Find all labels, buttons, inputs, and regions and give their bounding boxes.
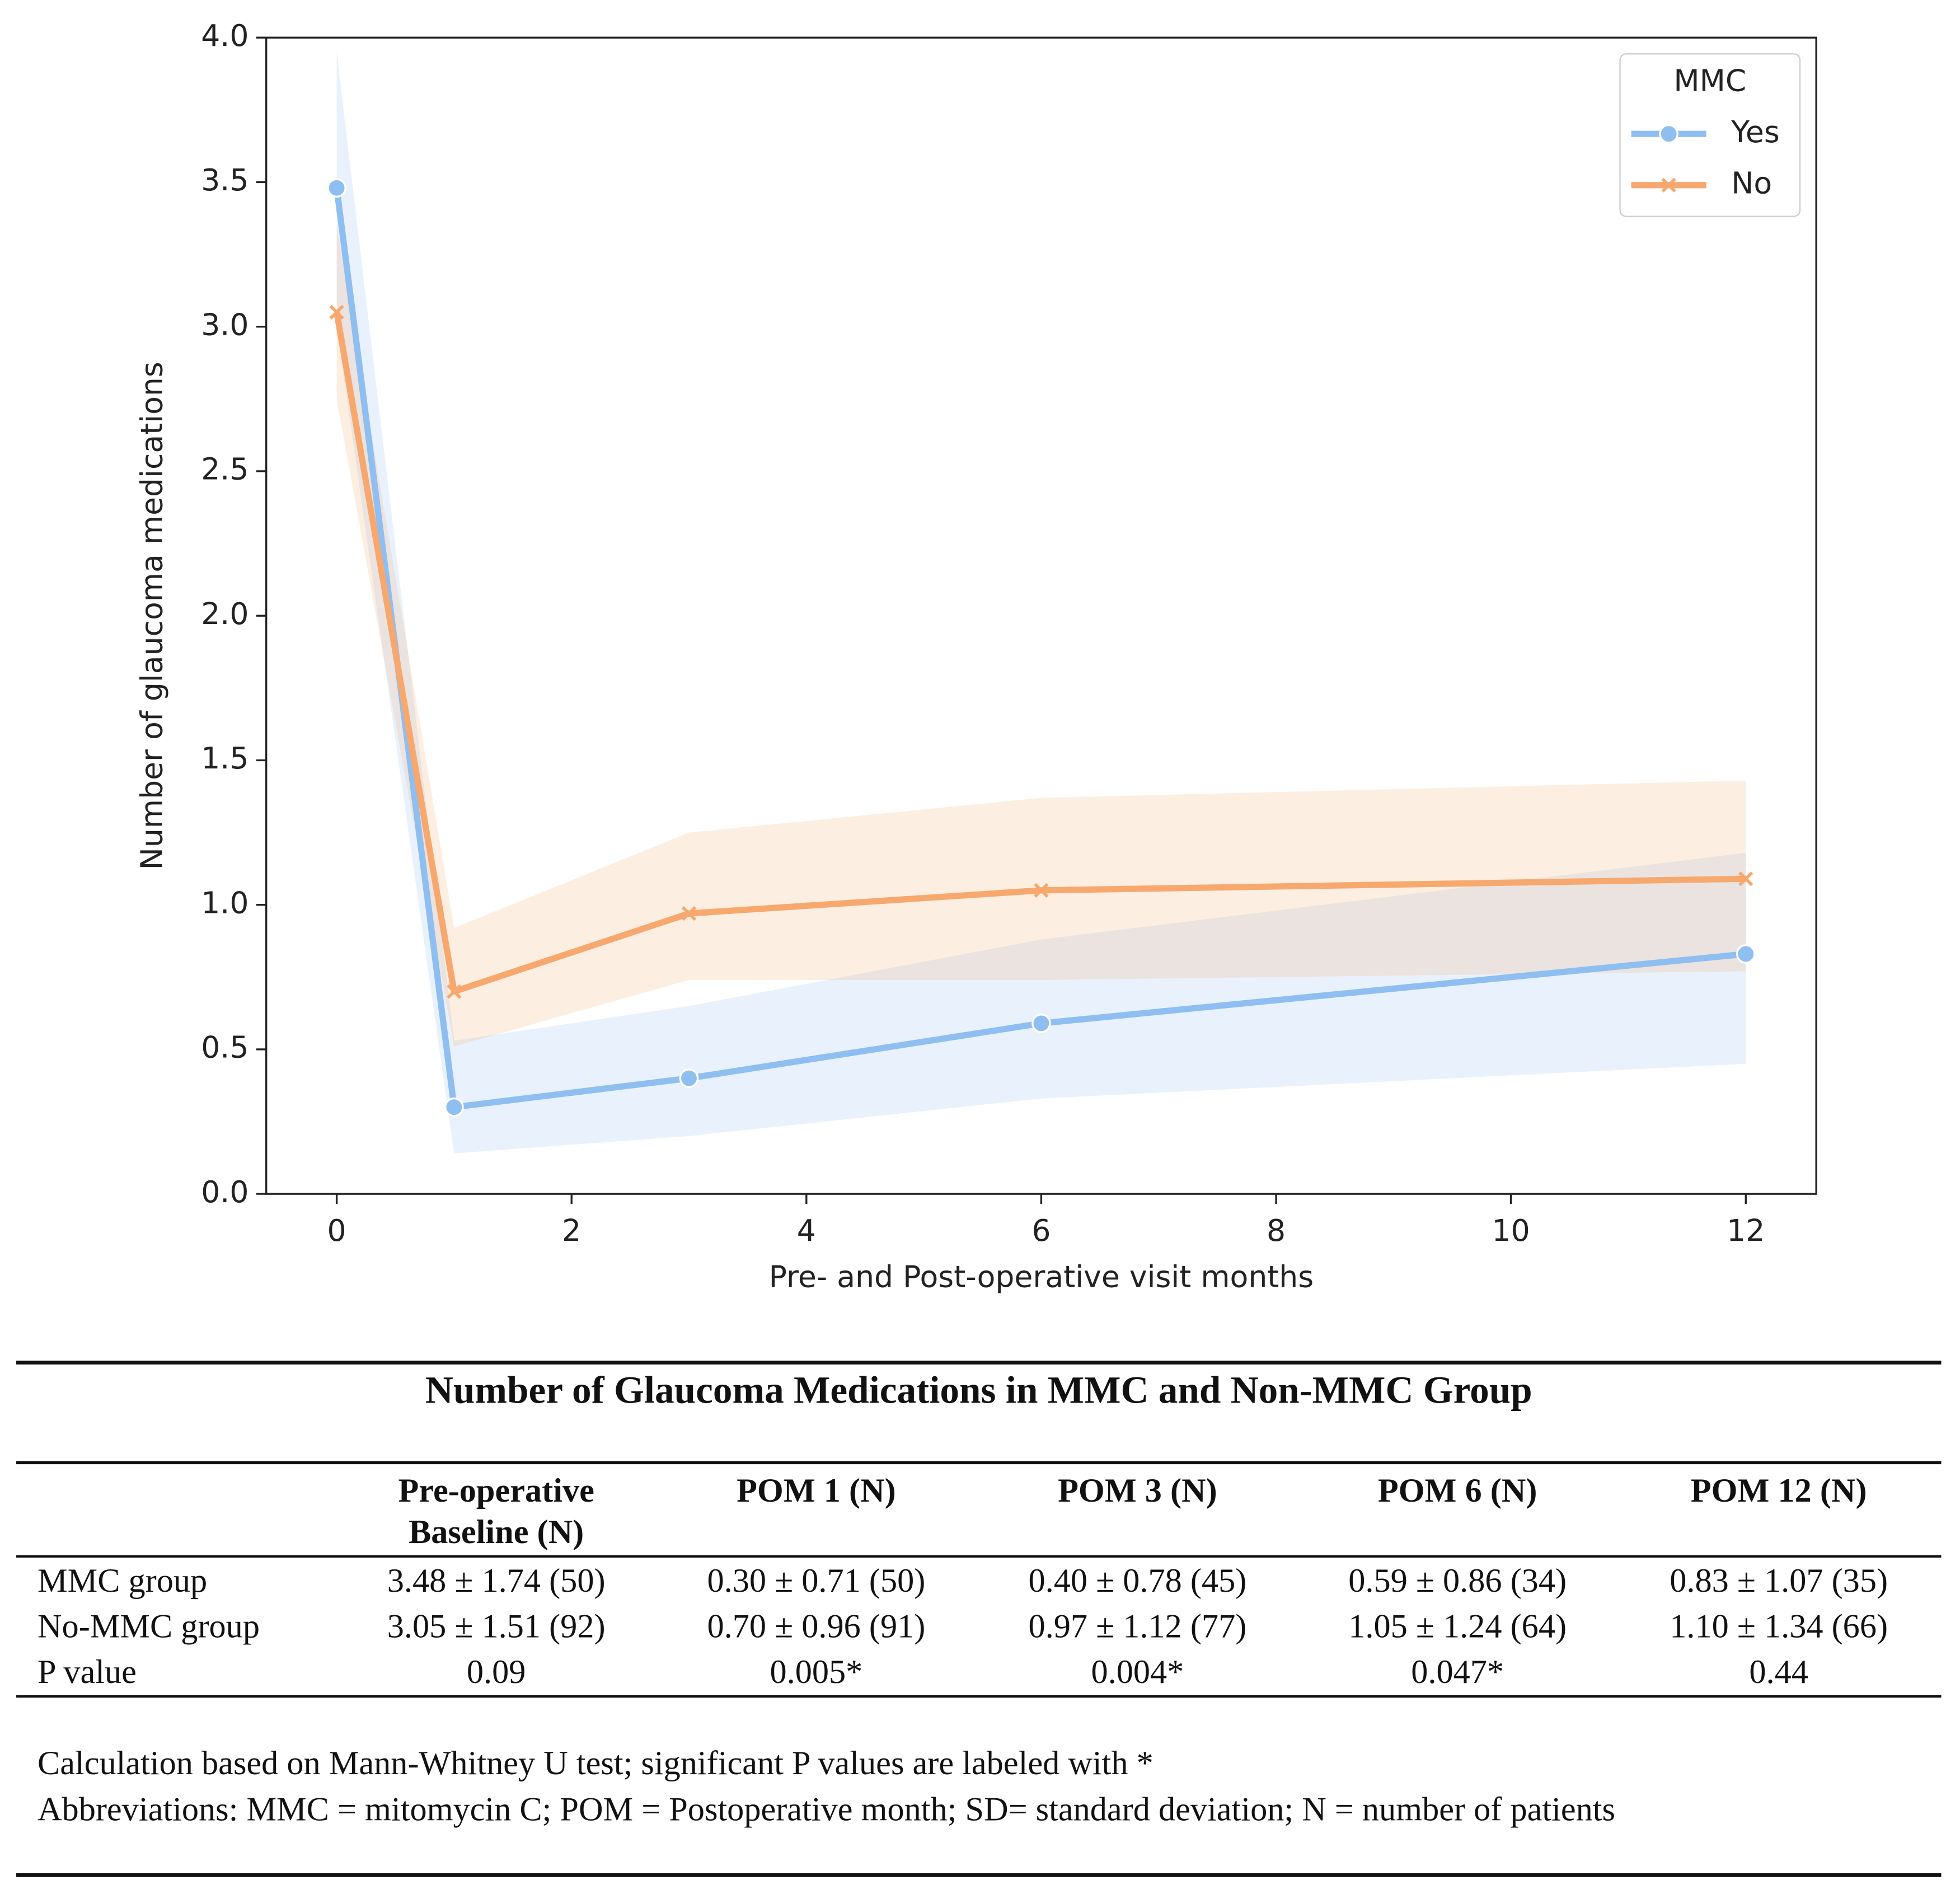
point xyxy=(447,984,462,999)
column-header: POM 3 (N) xyxy=(1058,1472,1217,1509)
y-tick-label: 0.5 xyxy=(201,1030,248,1065)
column-header: POM 6 (N) xyxy=(1378,1472,1537,1509)
table-title: Number of Glaucoma Medications in MMC an… xyxy=(425,1368,1532,1411)
point xyxy=(679,1068,699,1088)
legend-title: MMC xyxy=(1673,63,1746,98)
legend-marker xyxy=(1659,124,1678,144)
table-cell: 0.70 ± 0.96 (91) xyxy=(707,1607,926,1645)
x-tick-label: 10 xyxy=(1492,1213,1530,1248)
table-cell: 0.047* xyxy=(1411,1653,1504,1691)
table-cell: 0.005* xyxy=(770,1653,863,1691)
column-header: POM 12 (N) xyxy=(1691,1472,1867,1509)
x-tick-label: 0 xyxy=(327,1213,346,1248)
table-cell: 1.05 ± 1.24 (64) xyxy=(1348,1607,1567,1645)
table-cell: 0.83 ± 1.07 (35) xyxy=(1670,1562,1888,1600)
legend-marker xyxy=(1661,177,1676,193)
table-cell: 0.59 ± 0.86 (34) xyxy=(1348,1562,1567,1600)
point xyxy=(327,178,346,198)
y-tick-label: 2.5 xyxy=(201,452,248,487)
confidence-band xyxy=(336,225,1746,1047)
x-tick-label: 2 xyxy=(562,1213,581,1248)
table-cell: 3.05 ± 1.51 (92) xyxy=(387,1607,606,1645)
column-header: Pre-operative Baseline (N) xyxy=(398,1472,594,1551)
x-tick-label: 12 xyxy=(1727,1213,1765,1248)
point xyxy=(444,1097,464,1117)
point xyxy=(329,304,344,320)
table-cell: 0.004* xyxy=(1091,1653,1184,1691)
table-cell: 0.97 ± 1.12 (77) xyxy=(1029,1607,1247,1645)
y-tick-label: 0.0 xyxy=(201,1174,248,1209)
table-cell: 0.40 ± 0.78 (45) xyxy=(1029,1562,1247,1600)
y-tick-label: 3.0 xyxy=(201,307,248,342)
table-cell: 1.10 ± 1.34 (66) xyxy=(1670,1607,1888,1645)
y-tick-label: 2.0 xyxy=(201,596,248,631)
table-cell: 0.44 xyxy=(1749,1653,1808,1691)
y-tick-label: 1.5 xyxy=(201,740,248,776)
legend-box xyxy=(1619,53,1801,217)
x-tick-label: 6 xyxy=(1031,1213,1051,1248)
chart: 0.0 0.5 1.0 1.5 2.0 2.5 3.0 3.5 4.0 0 2 4 6 8 10 12 Pre-… xyxy=(134,18,1817,1295)
point xyxy=(1736,944,1756,964)
table-cell: 3.48 ± 1.74 (50) xyxy=(387,1562,606,1600)
x-tick-label: 4 xyxy=(797,1213,816,1248)
table-note: Abbreviations: MMC = mitomycin C; POM = … xyxy=(37,1791,1615,1828)
y-tick-label: 1.0 xyxy=(201,885,248,920)
point xyxy=(1738,871,1753,887)
y-tick-label: 4.0 xyxy=(201,18,248,53)
y-axis-label: Number of glaucoma medications xyxy=(134,362,169,870)
table-cell: 0.09 xyxy=(467,1653,526,1691)
confidence-band xyxy=(336,52,1746,1154)
point xyxy=(681,906,697,921)
table-note: Calculation based on Mann-Whitney U test… xyxy=(37,1745,1154,1782)
point xyxy=(1031,1014,1051,1033)
legend-label: No xyxy=(1731,165,1772,200)
table-cell: 0.30 ± 0.71 (50) xyxy=(707,1562,926,1600)
x-tick-label: 8 xyxy=(1267,1213,1286,1248)
table: Number of Glaucoma Medications in MMC an… xyxy=(16,1361,1942,1877)
y-tick-label: 3.5 xyxy=(201,162,248,198)
row-label: MMC group xyxy=(37,1562,207,1600)
row-label: No-MMC group xyxy=(37,1607,260,1645)
point xyxy=(1034,883,1049,898)
column-header: POM 1 (N) xyxy=(737,1472,896,1509)
x-axis-label: Pre- and Post-operative visit months xyxy=(769,1259,1314,1295)
legend-label: Yes xyxy=(1731,114,1780,149)
row-label: P value xyxy=(37,1653,137,1691)
